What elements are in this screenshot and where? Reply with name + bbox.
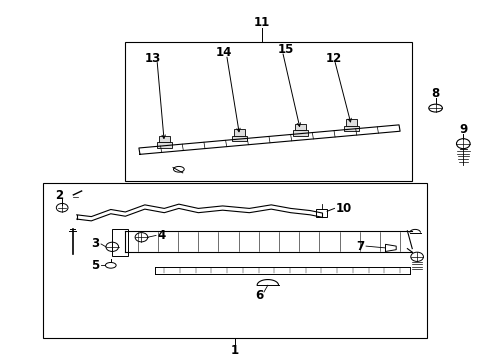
Text: 2: 2 bbox=[55, 189, 63, 202]
Text: 11: 11 bbox=[253, 16, 269, 29]
Bar bbox=[346, 119, 356, 126]
Text: 6: 6 bbox=[254, 289, 263, 302]
Text: 8: 8 bbox=[430, 87, 439, 100]
Text: 15: 15 bbox=[277, 43, 293, 56]
Text: 4: 4 bbox=[157, 229, 165, 242]
Bar bbox=[125, 42, 411, 181]
Text: 9: 9 bbox=[458, 123, 467, 136]
Text: 5: 5 bbox=[91, 259, 100, 272]
Bar bbox=[292, 130, 307, 135]
Bar bbox=[344, 126, 358, 131]
Bar bbox=[316, 210, 326, 217]
Bar bbox=[234, 129, 244, 136]
Bar bbox=[294, 124, 305, 130]
Text: 10: 10 bbox=[335, 202, 351, 215]
Bar bbox=[42, 183, 426, 338]
Bar bbox=[232, 136, 246, 141]
Text: 13: 13 bbox=[144, 52, 161, 65]
Bar bbox=[112, 229, 127, 256]
Bar bbox=[159, 136, 169, 142]
Text: 14: 14 bbox=[215, 46, 231, 59]
Text: 3: 3 bbox=[91, 238, 99, 251]
Text: 12: 12 bbox=[325, 52, 342, 65]
Text: 7: 7 bbox=[356, 240, 364, 253]
Text: 1: 1 bbox=[230, 344, 238, 357]
Bar bbox=[157, 142, 171, 148]
